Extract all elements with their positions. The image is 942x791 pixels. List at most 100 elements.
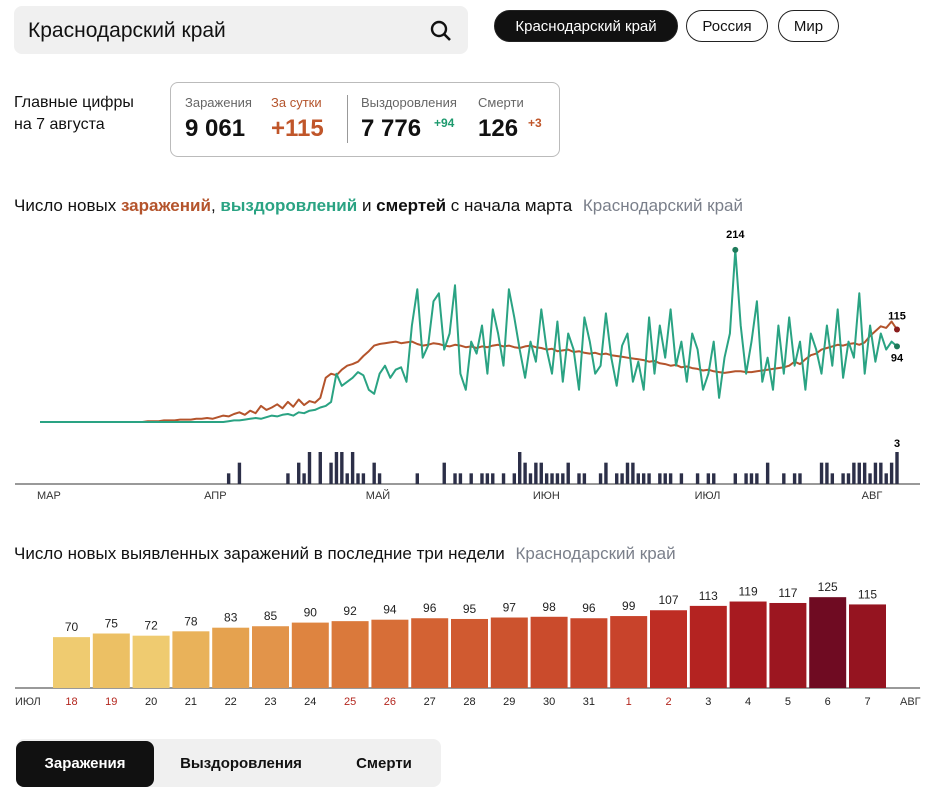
- title-part: выздоровлений: [220, 196, 358, 215]
- death-bar: [297, 462, 301, 484]
- death-bar: [636, 473, 640, 484]
- search-box[interactable]: Краснодарский край: [14, 6, 468, 54]
- value-label: 113: [699, 589, 718, 603]
- value-label: 96: [582, 601, 596, 615]
- death-bar: [695, 473, 700, 484]
- region-pill[interactable]: Мир: [778, 10, 839, 42]
- death-bar: [345, 473, 349, 484]
- value-label: 119: [739, 585, 758, 599]
- x-tick-label: 25: [344, 696, 356, 708]
- x-tick-label: МАР: [37, 490, 61, 502]
- death-bar: [577, 473, 581, 484]
- chart-subtitle: Краснодарский край: [515, 544, 676, 563]
- value-label: 107: [658, 593, 678, 607]
- death-bar: [318, 452, 322, 484]
- death-bar: [895, 452, 899, 484]
- stat-label: За сутки: [271, 95, 322, 110]
- death-bar: [857, 462, 861, 484]
- bar: [212, 627, 250, 688]
- value-label: 98: [542, 600, 556, 614]
- value-label: 96: [423, 601, 437, 615]
- tab[interactable]: Выздоровления: [180, 755, 302, 772]
- stat-label: Смерти: [478, 95, 524, 110]
- x-tick-label: 3: [705, 696, 711, 708]
- death-bar: [307, 452, 312, 484]
- death-bar: [846, 473, 851, 484]
- death-bar: [733, 473, 738, 484]
- value-label: 83: [224, 611, 238, 625]
- axis-label: ИЮЛ: [15, 696, 41, 708]
- bar: [371, 619, 409, 688]
- death-bar: [873, 462, 878, 484]
- death-bar: [469, 473, 473, 484]
- death-bar: [755, 473, 759, 484]
- peak-dot: [732, 246, 739, 253]
- bar: [92, 633, 130, 688]
- value-label: 214: [726, 229, 745, 241]
- death-bar: [518, 452, 522, 484]
- bar: [490, 617, 528, 688]
- death-bar: [825, 462, 829, 484]
- value-label: 78: [184, 614, 198, 628]
- death-bar: [658, 473, 662, 484]
- death-bar: [302, 473, 306, 484]
- value-label: 72: [144, 619, 158, 633]
- death-bar: [523, 462, 527, 484]
- death-bar: [415, 473, 419, 484]
- death-bar: [679, 473, 684, 484]
- bar: [849, 604, 886, 688]
- value-label: 115: [888, 311, 906, 323]
- tab[interactable]: Заражения: [16, 741, 154, 787]
- death-bar: [485, 473, 490, 484]
- x-tick-label: 19: [105, 696, 117, 708]
- death-bar: [566, 462, 570, 484]
- death-bar: [668, 473, 673, 484]
- x-tick-label: 29: [503, 696, 515, 708]
- value-label: 99: [622, 599, 636, 613]
- region-pill[interactable]: Россия: [686, 10, 768, 42]
- x-tick-label: 7: [864, 696, 870, 708]
- x-tick-label: АПР: [204, 490, 226, 502]
- death-bar: [744, 473, 748, 484]
- death-bar: [749, 473, 754, 484]
- death-bar: [868, 473, 872, 484]
- stat-value: +115: [271, 115, 324, 142]
- death-bar: [534, 462, 538, 484]
- tab-bar: Заражения Выздоровления Смерти: [16, 739, 441, 787]
- stat-delta: +3: [528, 116, 542, 130]
- title-part: и: [361, 196, 372, 215]
- region-pill[interactable]: Краснодарский край: [494, 10, 678, 42]
- bar: [689, 605, 727, 688]
- x-tick-label: ИЮН: [533, 490, 560, 502]
- x-tick-label: ИЮЛ: [695, 490, 721, 502]
- title-part: смертей: [376, 196, 447, 215]
- death-bar: [442, 462, 446, 484]
- value-label: 125: [818, 580, 838, 594]
- bar: [570, 618, 608, 688]
- value-label: 3: [894, 438, 900, 450]
- value-label: 115: [858, 587, 877, 601]
- death-bar: [555, 473, 560, 484]
- death-bar: [372, 462, 376, 484]
- x-tick-label: 24: [304, 696, 316, 708]
- death-bar: [501, 473, 506, 484]
- bar: [411, 618, 449, 688]
- death-bar: [782, 473, 786, 484]
- title-part: с начала марта: [450, 196, 573, 215]
- value-label: 75: [105, 617, 119, 631]
- death-bar: [329, 462, 333, 484]
- x-tick-label: 30: [543, 696, 555, 708]
- tab[interactable]: Смерти: [356, 755, 412, 772]
- death-bar: [852, 462, 856, 484]
- death-bar: [631, 462, 635, 484]
- x-tick-label: 2: [665, 696, 671, 708]
- search-icon[interactable]: [430, 20, 452, 42]
- bar: [252, 626, 289, 688]
- value-label: 97: [503, 601, 517, 615]
- value-label: 94: [891, 352, 904, 364]
- bar-chart-title: Число новых выявленных заражений в после…: [14, 544, 676, 564]
- value-label: 92: [343, 604, 357, 618]
- title-part: заражений: [120, 196, 211, 215]
- bar: [53, 637, 90, 688]
